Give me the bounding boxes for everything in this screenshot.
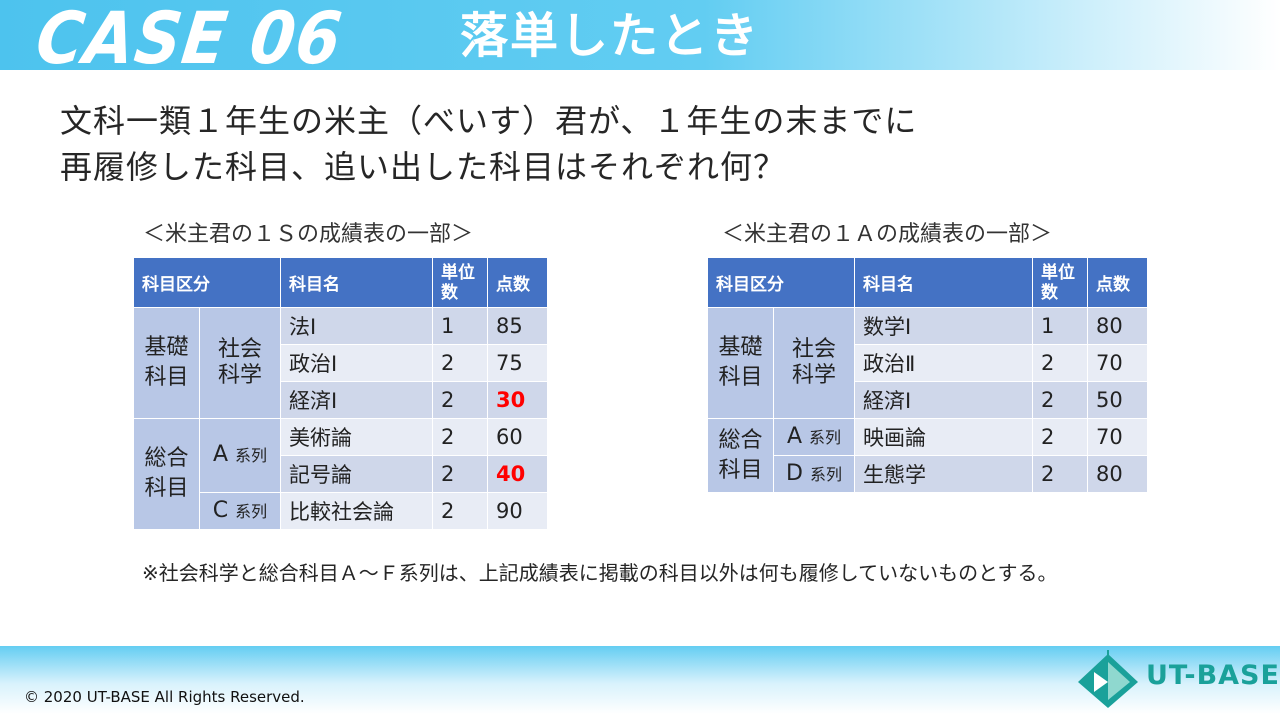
question-text: 文科一類１年生の米主（べいす）君が、１年生の末までに 再履修した科目、追い出した…	[60, 98, 1160, 190]
category-cell: 基礎科目	[133, 307, 200, 419]
table-row: 経済Ⅰ 2 30	[134, 381, 548, 419]
grades-table-1a: 科目区分 科目名 単位数 点数 基礎科目 社会科学 数学Ⅰ 1 80 政治Ⅱ 2…	[707, 257, 1148, 493]
units-cell: 2	[1032, 418, 1088, 456]
table-row: D 系列 生態学 2 80	[708, 455, 1148, 493]
score-cell: 85	[487, 307, 548, 345]
category-label: 総合科目	[144, 446, 189, 501]
subject-cell: 生態学	[854, 455, 1033, 493]
score-cell: 70	[1087, 344, 1148, 382]
subcategory-cell: 社会科学	[773, 307, 855, 419]
header-subject: 科目名	[854, 257, 1033, 308]
subcategory-label: 社会科学	[791, 337, 836, 388]
subject-cell: 映画論	[854, 418, 1033, 456]
subject-cell: 法Ⅰ	[280, 307, 433, 345]
copyright-text: © 2020 UT-BASE All Rights Reserved.	[24, 688, 305, 706]
score-cell: 60	[487, 418, 548, 456]
subcategory-label: 社会科学	[217, 337, 262, 388]
header-units: 単位数	[1032, 257, 1088, 308]
units-cell: 2	[432, 344, 488, 382]
subcategory-suffix: 系列	[809, 427, 842, 447]
units-cell: 2	[432, 418, 488, 456]
units-cell: 2	[432, 492, 488, 530]
subject-cell: 数学Ⅰ	[854, 307, 1033, 345]
units-cell: 2	[432, 455, 488, 493]
subcategory-suffix: 系列	[235, 446, 268, 465]
subcategory-cell: C 系列	[199, 492, 281, 530]
table-header-row: 科目区分 科目名 単位数 点数	[707, 257, 1148, 308]
score-cell: 70	[1087, 418, 1148, 456]
case-label: CASE 06	[31, 0, 347, 70]
subcategory-cell: 社会科学	[199, 307, 281, 419]
table-row: C 系列 比較社会論 2 90	[134, 492, 548, 530]
table-row: 基礎科目 社会科学 数学Ⅰ 1 80	[707, 307, 1148, 419]
score-cell: 50	[1087, 381, 1148, 419]
header-units-text: 単位数	[1041, 262, 1075, 303]
subject-cell: 記号論	[280, 455, 433, 493]
subcategory-letter: D	[786, 460, 803, 486]
table-row: 基礎科目 社会科学 法Ⅰ 1 85	[133, 307, 548, 419]
subject-cell: 経済Ⅰ	[854, 381, 1033, 419]
header-category: 科目区分	[707, 257, 855, 308]
category-cell: 総合科目	[133, 418, 200, 530]
ut-base-logo-icon	[1078, 650, 1138, 708]
subject-cell: 比較社会論	[280, 492, 433, 530]
subject-cell: 経済Ⅰ	[280, 381, 433, 419]
table-row: 記号論 2 40	[134, 455, 548, 493]
grades-table-1s: 科目区分 科目名 単位数 点数 基礎科目 社会科学 法Ⅰ 1 85 政治Ⅰ 2 …	[133, 257, 548, 530]
footnote: ※社会科学と総合科目Ａ～Ｆ系列は、上記成績表に掲載の科目以外は何も履修していない…	[142, 561, 1058, 585]
score-cell: 75	[487, 344, 548, 382]
score-cell: 80	[1087, 455, 1148, 493]
header-category: 科目区分	[133, 257, 281, 308]
table-row: 政治Ⅰ 2 75	[134, 344, 548, 382]
case-title: 落単したとき	[460, 8, 761, 64]
units-cell: 1	[1032, 307, 1088, 345]
header-subject: 科目名	[280, 257, 433, 308]
header-units: 単位数	[432, 257, 488, 308]
score-cell: 90	[487, 492, 548, 530]
table-row: 総合科目 A 系列 映画論 2 70	[707, 418, 1148, 493]
subcategory-letter: C	[212, 497, 229, 523]
subcategory-suffix: 系列	[809, 464, 842, 484]
header-score: 点数	[487, 257, 548, 308]
units-cell: 2	[1032, 381, 1088, 419]
question-line-1: 文科一類１年生の米主（べいす）君が、１年生の末までに	[60, 102, 918, 140]
units-cell: 2	[1032, 455, 1088, 493]
category-label: 基礎科目	[144, 335, 189, 390]
subcategory-letter: A	[786, 423, 803, 449]
subcategory-cell: D 系列	[773, 455, 855, 493]
subcategory-suffix: 系列	[235, 501, 268, 521]
units-cell: 1	[432, 307, 488, 345]
score-cell-failed: 30	[487, 381, 548, 419]
score-cell-failed: 40	[487, 455, 548, 493]
ut-base-logo-text: UT-BASE	[1146, 660, 1280, 691]
table-left-caption: ＜米主君の１Ｓの成績表の一部＞	[143, 222, 474, 247]
header-units-text: 単位数	[441, 262, 475, 303]
table-header-row: 科目区分 科目名 単位数 点数	[133, 257, 548, 308]
subject-cell: 美術論	[280, 418, 433, 456]
subject-cell: 政治Ⅰ	[280, 344, 433, 382]
subject-cell: 政治Ⅱ	[854, 344, 1033, 382]
category-cell: 総合科目	[707, 418, 774, 493]
category-label: 基礎科目	[718, 335, 763, 390]
subcategory-cell: A 系列	[199, 418, 281, 493]
question-line-2: 再履修した科目、追い出した科目はそれぞれ何？	[60, 148, 787, 186]
category-label: 総合科目	[718, 427, 763, 483]
table-row: 経済Ⅰ 2 50	[708, 381, 1148, 419]
subcategory-letter: A	[212, 442, 229, 467]
table-right-caption: ＜米主君の１Ａの成績表の一部＞	[722, 222, 1053, 247]
category-cell: 基礎科目	[707, 307, 774, 419]
header-score: 点数	[1087, 257, 1148, 308]
units-cell: 2	[432, 381, 488, 419]
table-row: 総合科目 A 系列 美術論 2 60	[133, 418, 548, 530]
units-cell: 2	[1032, 344, 1088, 382]
score-cell: 80	[1087, 307, 1148, 345]
subcategory-cell: A 系列	[773, 418, 855, 456]
header-banner: CASE 06 落単したとき	[0, 0, 1280, 70]
footer-band	[0, 646, 1280, 714]
